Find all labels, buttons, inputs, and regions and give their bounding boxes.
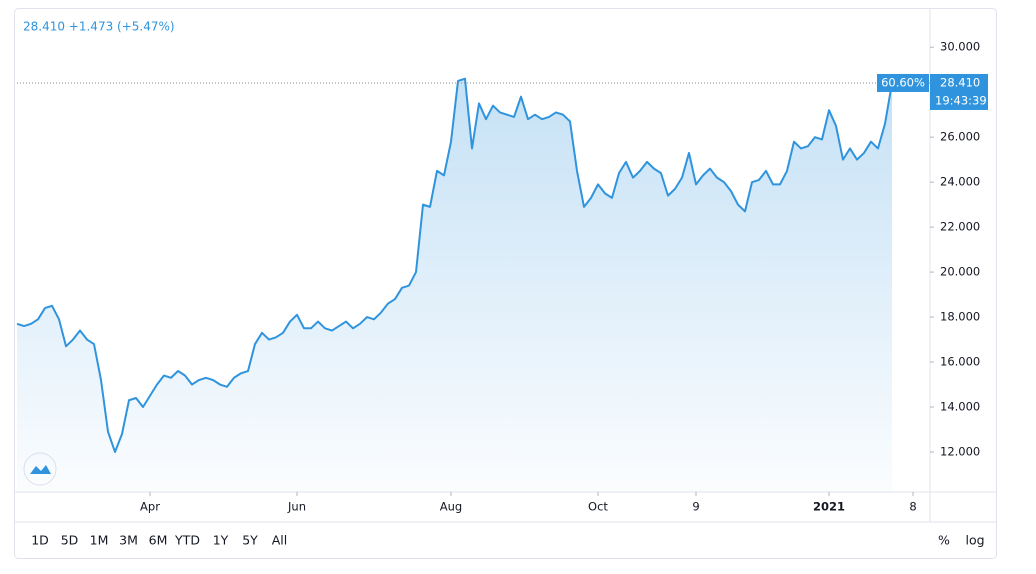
price-line <box>16 77 893 453</box>
y-tick-label: 18.000 <box>940 310 980 324</box>
y-tick-label: 14.000 <box>940 400 980 414</box>
price-tag: 28.410 <box>940 75 980 89</box>
scale-button[interactable]: % <box>938 533 950 548</box>
scale-button[interactable]: log <box>965 533 984 548</box>
y-tick-label: 30.000 <box>940 40 980 54</box>
header-quote: 28.410 +1.473 (+5.47%) <box>23 20 175 34</box>
range-button[interactable]: 1D <box>31 533 49 548</box>
y-tick-label: 12.000 <box>940 444 980 458</box>
range-button[interactable]: All <box>272 533 288 548</box>
y-tick-label: 26.000 <box>940 130 980 144</box>
x-tick-label: Jun <box>287 500 306 514</box>
change-tag-bg <box>877 73 929 92</box>
range-button[interactable]: 6M <box>149 533 168 548</box>
x-tick-label: Oct <box>588 500 608 514</box>
y-tick-label: 22.000 <box>940 220 980 234</box>
range-button[interactable]: 5Y <box>242 533 258 548</box>
change-tag: 60.60% <box>881 75 925 89</box>
range-button[interactable]: YTD <box>174 533 200 548</box>
x-tick-label: 2021 <box>813 500 845 514</box>
price-tag-bg <box>930 73 988 110</box>
area-fill <box>17 78 892 493</box>
time-tag: 19:43:39 <box>935 93 987 107</box>
range-button[interactable]: 1M <box>90 533 109 548</box>
range-button[interactable]: 3M <box>119 533 138 548</box>
y-tick-label: 16.000 <box>940 355 980 369</box>
y-tick-label: 24.000 <box>940 175 980 189</box>
range-button[interactable]: 1Y <box>213 533 229 548</box>
x-tick-label: 9 <box>692 500 699 514</box>
range-button[interactable]: 5D <box>61 533 79 548</box>
x-tick-label: Aug <box>440 500 462 514</box>
y-tick-label: 20.000 <box>940 265 980 279</box>
x-tick-label: Apr <box>140 500 160 514</box>
x-tick-label: 8 <box>909 500 916 514</box>
